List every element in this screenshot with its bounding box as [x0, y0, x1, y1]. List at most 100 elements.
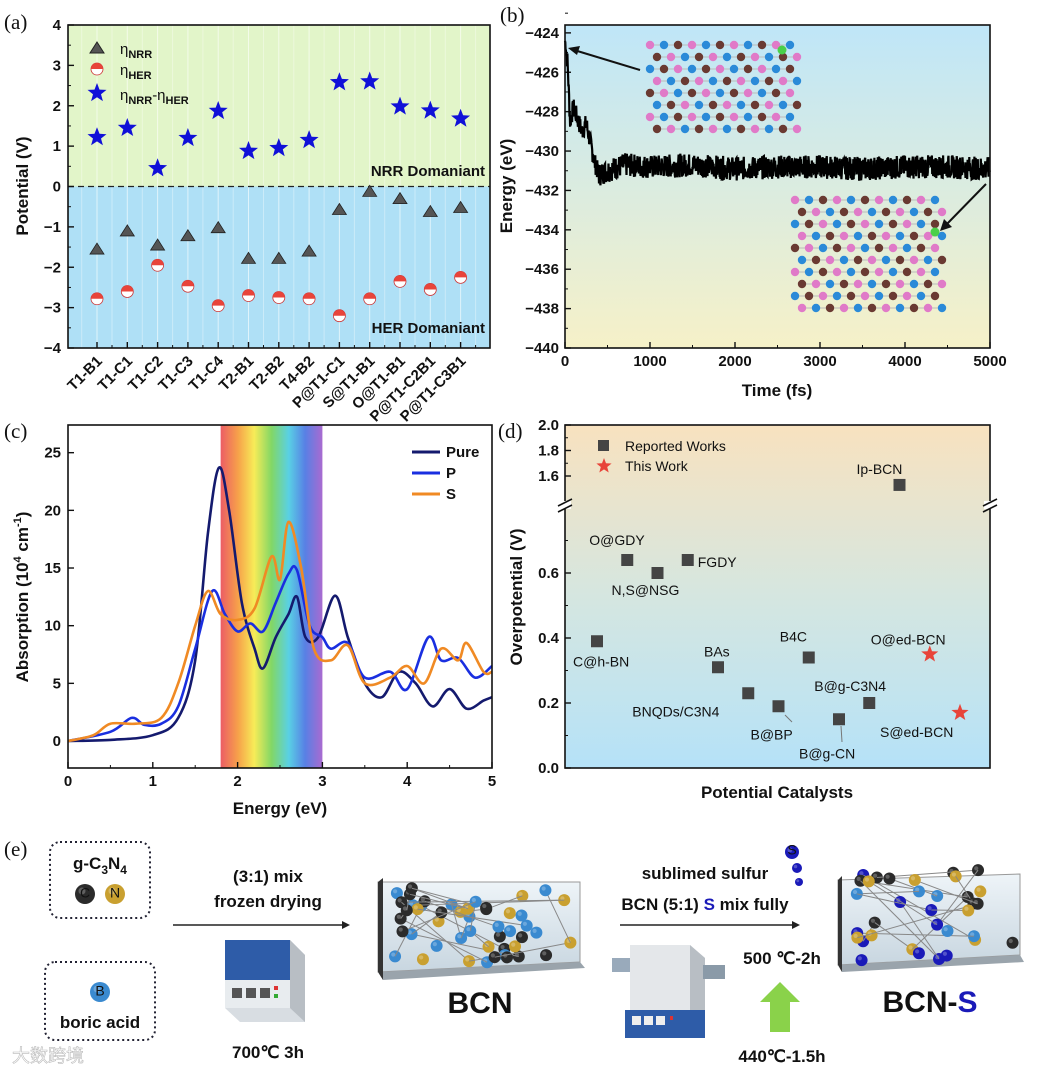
atom: [764, 124, 774, 134]
step2-line2: BCN (5:1) S mix fully: [621, 895, 789, 914]
atom: [902, 219, 912, 229]
y-tick-label: 0: [53, 179, 61, 196]
atom: [909, 231, 919, 241]
atom-highlight: [532, 928, 537, 933]
atom: [785, 88, 795, 98]
legend-d-reported: Reported Works: [625, 438, 726, 454]
atom: [771, 88, 781, 98]
diff-star-point: [299, 130, 319, 149]
atom: [722, 124, 732, 134]
atom-highlight: [402, 906, 408, 911]
atom: [503, 907, 516, 920]
atom: [715, 112, 725, 122]
nrr-triangle-point: [452, 200, 469, 213]
atom-highlight: [482, 903, 487, 909]
ylabel-a: Potential (V): [13, 136, 32, 235]
reported-square-point: [772, 700, 785, 713]
y-tick-label: 5: [53, 675, 61, 692]
arrowhead-icon: [940, 219, 952, 231]
axis-break-mark: [982, 504, 998, 513]
legend-triangle-icon: [89, 41, 105, 54]
atom: [930, 195, 940, 205]
precursor-gc3n4-label: g-C3N4: [73, 854, 127, 877]
atom-highlight: [885, 874, 890, 879]
atom: [673, 112, 683, 122]
atom-highlight: [495, 932, 501, 937]
point-label: O@GDY: [589, 532, 645, 548]
atom: [509, 940, 522, 953]
diff-star-point: [117, 118, 137, 136]
bond: [856, 890, 920, 895]
x-tick-label: 0: [64, 773, 72, 790]
atom-highlight: [466, 927, 471, 932]
atom: [909, 207, 919, 217]
panel-label-e: (e): [4, 837, 27, 861]
y-tick-label: 10: [44, 618, 61, 635]
atom-highlight: [915, 887, 920, 892]
boron-atom-icon: [90, 982, 110, 1002]
atom-highlight: [852, 889, 858, 895]
point-label: BNQDs/C3N4: [632, 703, 719, 719]
annotation-nrr-dominant: NRR Domaniant: [371, 163, 485, 180]
nrr-triangle-point: [210, 220, 226, 234]
atom: [895, 303, 905, 313]
atom-highlight: [437, 908, 442, 913]
chart-a: −4−3−2−101234T1-B1T1-C1T1-C2T1-C3T1-C4T2…: [44, 17, 507, 425]
xlabel-b: Time (fs): [742, 381, 813, 400]
atom: [923, 231, 933, 241]
atom: [764, 100, 774, 110]
atom: [912, 947, 925, 960]
boron-atom-icon-highlight: [93, 985, 101, 993]
atom-highlight: [413, 905, 418, 910]
reported-square-point: [712, 661, 724, 674]
atom: [659, 112, 669, 122]
atom-highlight: [942, 951, 948, 956]
atom: [860, 195, 870, 205]
diff-star-point: [148, 158, 168, 177]
atom-highlight: [457, 934, 462, 939]
atom: [862, 875, 875, 888]
atom: [729, 112, 739, 122]
atom: [757, 88, 767, 98]
carbon-atom-icon-highlight: [78, 887, 86, 895]
atom: [916, 291, 926, 301]
x-tick-label: 2: [233, 773, 241, 790]
atom: [895, 279, 905, 289]
legend-label: P: [446, 465, 456, 482]
synthesis-schematic: g-C3N4 boric acid (3:1) mix frozen dryin…: [44, 841, 1024, 1066]
atom-highlight: [910, 876, 916, 881]
atom: [832, 267, 842, 277]
point-label: N,S@NSG: [612, 582, 680, 598]
y-tick-label: 20: [44, 502, 61, 519]
atom: [694, 76, 704, 86]
sulfur-atom-letter: S: [787, 841, 796, 857]
atom-highlight: [518, 933, 523, 938]
atom: [825, 279, 835, 289]
atom-highlight: [541, 886, 546, 891]
atom: [818, 291, 828, 301]
boron-atom-icon-letter: B: [95, 983, 104, 999]
atom: [874, 267, 884, 277]
reported-square-point: [742, 687, 755, 700]
bond: [417, 908, 527, 927]
atom: [701, 40, 711, 50]
y-tick-label: −2: [44, 259, 61, 276]
arrow-final: [944, 183, 987, 227]
atom: [811, 255, 821, 265]
legend-label: Pure: [446, 444, 479, 461]
atom-highlight: [397, 898, 402, 903]
atom: [804, 243, 814, 253]
point-label: O@ed-BCN: [871, 631, 946, 647]
precursor-box-gc3n4: [49, 841, 151, 919]
step2-condition2: 440℃-1.5h: [738, 1047, 825, 1066]
heat-arrow-icon: [760, 982, 800, 1032]
atom-highlight: [393, 889, 398, 894]
atom: [811, 207, 821, 217]
atom: [818, 267, 828, 277]
chart-d: 0.0 0.2 0.4 0.6 1.6 1.8 2.0 C@h-BN O@GDY N,S@NSG F…: [538, 417, 998, 777]
atom: [659, 40, 669, 50]
atom: [764, 76, 774, 86]
reported-square-point: [651, 567, 664, 579]
atom: [708, 124, 718, 134]
atom: [790, 267, 800, 277]
